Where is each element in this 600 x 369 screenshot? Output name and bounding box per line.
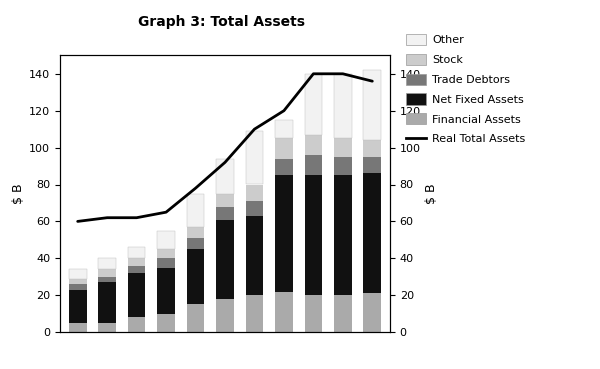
- Bar: [275, 120, 293, 138]
- Bar: [187, 227, 205, 238]
- Bar: [364, 157, 381, 173]
- Bar: [334, 157, 352, 175]
- Bar: [275, 175, 293, 292]
- Bar: [364, 293, 381, 332]
- Bar: [305, 155, 322, 175]
- Bar: [187, 304, 205, 332]
- Bar: [364, 140, 381, 157]
- Bar: [245, 216, 263, 295]
- Bar: [69, 323, 86, 332]
- Bar: [275, 292, 293, 332]
- Bar: [187, 249, 205, 304]
- Bar: [128, 247, 145, 258]
- Bar: [334, 175, 352, 295]
- Y-axis label: $ B: $ B: [425, 183, 438, 204]
- Bar: [128, 317, 145, 332]
- Bar: [69, 290, 86, 323]
- Bar: [216, 220, 234, 299]
- Bar: [157, 249, 175, 258]
- Bar: [245, 131, 263, 184]
- Bar: [98, 277, 116, 282]
- Bar: [216, 207, 234, 220]
- Bar: [187, 194, 205, 227]
- Bar: [305, 74, 322, 135]
- Bar: [98, 258, 116, 269]
- Bar: [98, 323, 116, 332]
- Bar: [216, 299, 234, 332]
- Bar: [128, 266, 145, 273]
- Bar: [216, 159, 234, 194]
- Bar: [305, 295, 322, 332]
- Bar: [69, 284, 86, 290]
- Bar: [305, 175, 322, 295]
- Bar: [187, 238, 205, 249]
- Bar: [216, 194, 234, 207]
- Bar: [334, 74, 352, 138]
- Bar: [157, 268, 175, 314]
- Bar: [98, 269, 116, 277]
- Bar: [334, 295, 352, 332]
- Bar: [364, 173, 381, 293]
- Bar: [245, 295, 263, 332]
- Bar: [157, 231, 175, 249]
- Bar: [275, 159, 293, 175]
- Bar: [334, 138, 352, 157]
- Bar: [98, 282, 116, 323]
- Y-axis label: $ B: $ B: [12, 183, 25, 204]
- Bar: [128, 273, 145, 317]
- Bar: [157, 314, 175, 332]
- Bar: [305, 135, 322, 155]
- Bar: [69, 279, 86, 284]
- Bar: [245, 201, 263, 216]
- Bar: [245, 184, 263, 201]
- Bar: [157, 258, 175, 268]
- Bar: [364, 70, 381, 140]
- Text: Graph 3: Total Assets: Graph 3: Total Assets: [139, 15, 305, 29]
- Bar: [128, 258, 145, 266]
- Bar: [275, 138, 293, 159]
- Bar: [69, 269, 86, 279]
- Legend: Other, Stock, Trade Debtors, Net Fixed Assets, Financial Assets, Real Total Asse: Other, Stock, Trade Debtors, Net Fixed A…: [402, 30, 530, 149]
